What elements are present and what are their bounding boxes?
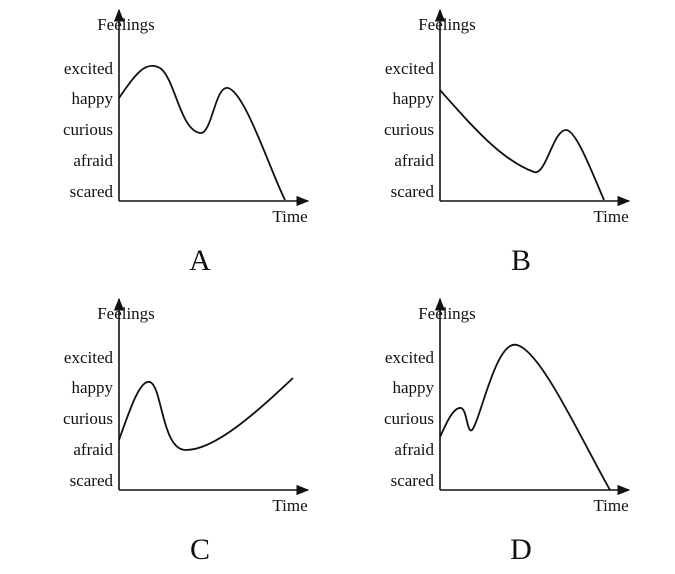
y-axis-title: Feelings (418, 304, 476, 323)
y-label: scared (70, 471, 114, 490)
panel-letter: D (510, 533, 532, 566)
y-label: happy (392, 378, 434, 397)
y-label: excited (385, 59, 435, 78)
y-label: happy (392, 89, 434, 108)
panel: Feelings Time excited happy curious afraid sca… (384, 297, 631, 566)
y-label: scared (391, 182, 435, 201)
y-label: excited (385, 348, 435, 367)
x-axis-title: Time (272, 207, 307, 226)
y-axis-title: Feelings (97, 15, 155, 34)
y-axis-title: Feelings (97, 304, 155, 323)
curve (439, 344, 611, 491)
curve (439, 89, 605, 201)
curve (118, 65, 286, 201)
y-label: happy (71, 89, 113, 108)
panel: Feelings Time excited happy curious afraid sca… (63, 8, 310, 277)
y-label: excited (64, 348, 114, 367)
panel: Feelings Time excited happy curious afraid sca… (384, 8, 631, 277)
y-label: afraid (394, 151, 434, 170)
panel-letter: A (189, 244, 211, 277)
x-axis-title: Time (593, 496, 628, 515)
x-axis-title: Time (272, 496, 307, 515)
panel-letter: C (190, 533, 210, 566)
x-axis-title: Time (593, 207, 628, 226)
y-label: scared (391, 471, 435, 490)
y-label: curious (63, 409, 113, 428)
y-label: curious (384, 409, 434, 428)
y-axis-title: Feelings (418, 15, 476, 34)
y-label: scared (70, 182, 114, 201)
y-label: afraid (394, 440, 434, 459)
y-label: excited (64, 59, 114, 78)
curve (118, 377, 294, 451)
y-label: curious (384, 120, 434, 139)
panel-letter: B (511, 244, 531, 277)
y-label: afraid (73, 151, 113, 170)
y-label: afraid (73, 440, 113, 459)
y-label: happy (71, 378, 113, 397)
y-label: curious (63, 120, 113, 139)
panel: Feelings Time excited happy curious afraid sca… (63, 297, 310, 566)
